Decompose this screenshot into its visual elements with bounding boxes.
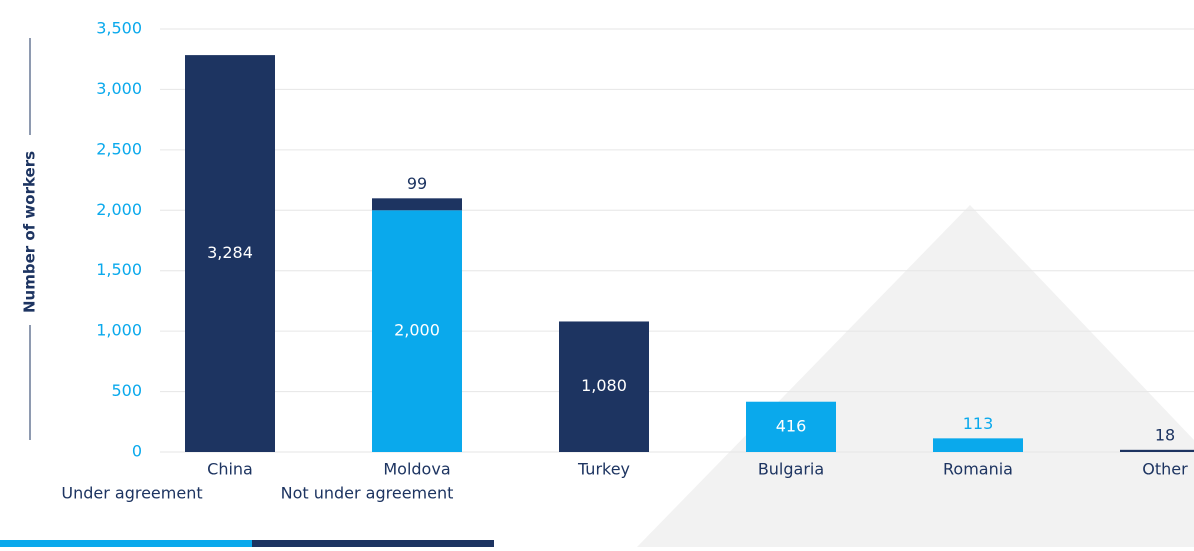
value-label: 99: [407, 174, 427, 193]
value-label: 1,080: [581, 376, 627, 395]
bar-segment: [746, 401, 836, 452]
x-tick-label: Bulgaria: [758, 460, 824, 479]
y-tick-label: 500: [111, 381, 142, 400]
y-tick-label: 3,500: [96, 19, 142, 38]
x-tick-label: Moldova: [383, 460, 450, 479]
x-tick-label: Other: [1142, 460, 1188, 479]
value-label: 416: [776, 416, 807, 435]
y-axis-label: Number of workers: [21, 151, 39, 313]
y-tick-label: 1,500: [96, 260, 142, 279]
bar-segment: [372, 198, 462, 211]
x-tick-label: Turkey: [577, 460, 630, 479]
value-label: 113: [963, 414, 994, 433]
y-tick-label: 0: [132, 442, 142, 461]
value-label: 2,000: [394, 321, 440, 340]
y-tick-label: 2,000: [96, 200, 142, 219]
y-tick-label: 1,000: [96, 321, 142, 340]
legend-label: Under agreement: [61, 484, 202, 503]
value-label: 18: [1155, 425, 1175, 444]
bar-segment: [933, 438, 1023, 452]
legend-label: Not under agreement: [281, 484, 454, 503]
x-tick-label: China: [207, 460, 253, 479]
legend-swatch: [0, 540, 252, 547]
bar-segment: [185, 55, 275, 453]
bar-segment: [559, 321, 649, 452]
bar-segment: [1120, 449, 1194, 452]
x-tick-label: Romania: [943, 460, 1013, 479]
background-shape: [637, 205, 1194, 547]
legend-swatch: [252, 540, 494, 547]
value-label: 3,284: [207, 243, 253, 262]
y-tick-label: 2,500: [96, 139, 142, 158]
bar-segment: [372, 210, 462, 452]
y-tick-label: 3,000: [96, 79, 142, 98]
